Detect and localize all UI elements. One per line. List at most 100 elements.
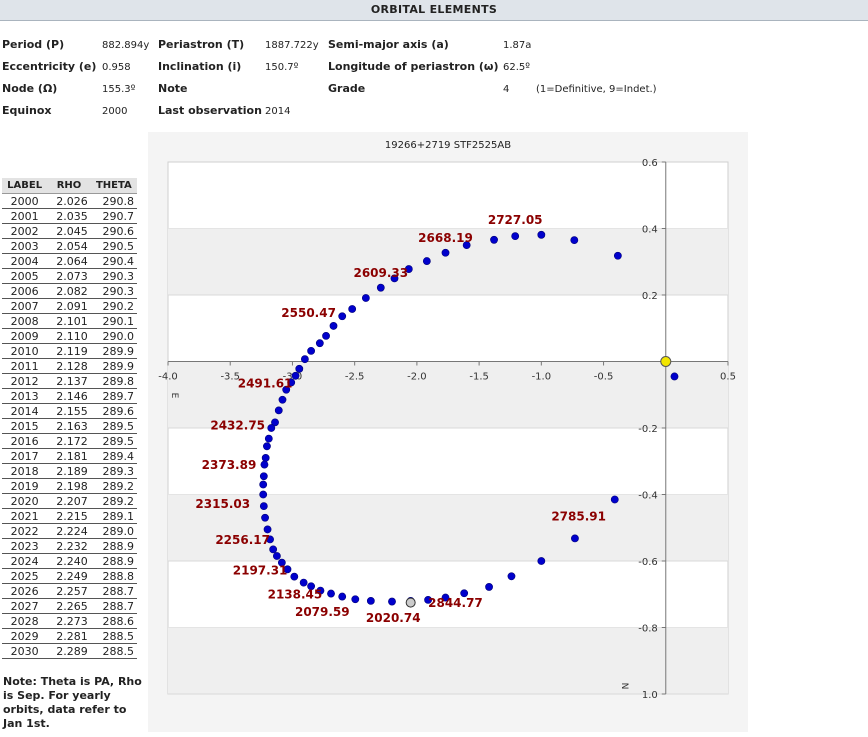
y-tick-label: 0.2 <box>642 291 658 302</box>
table-row: 2007 2.091 290.2 <box>2 298 137 314</box>
orbit-point <box>307 582 316 591</box>
row-theta-cell: 288.5 <box>90 643 137 659</box>
row-rho-cell: 2.064 <box>47 253 91 269</box>
row-theta-cell: 289.5 <box>90 418 137 434</box>
orbit-point <box>511 232 520 241</box>
row-theta-cell: 288.9 <box>90 538 137 554</box>
table-row: 2023 2.232 288.9 <box>2 538 137 554</box>
row-theta-cell: 289.1 <box>90 508 137 524</box>
table-row: 2005 2.073 290.3 <box>2 268 137 284</box>
orbit-point <box>613 251 622 260</box>
table-header-row: LABEL RHO THETA <box>2 178 137 194</box>
row-rho-cell: 2.026 <box>47 193 91 209</box>
orbit-point <box>300 355 309 364</box>
row-theta-cell: 290.0 <box>90 328 137 344</box>
orbit-point <box>570 236 579 245</box>
row-label-cell: 2020 <box>2 493 48 509</box>
y-axis-letter: N <box>619 683 629 690</box>
grid-band <box>168 228 728 295</box>
row-theta-cell: 290.2 <box>90 298 137 314</box>
row-rho-cell: 2.101 <box>47 313 91 329</box>
row-theta-cell: 290.3 <box>90 283 137 299</box>
epoch-label: 2609.33 <box>353 266 408 280</box>
orbit-point <box>537 230 546 239</box>
table-row: 2011 2.128 289.9 <box>2 358 137 374</box>
periastron-longitude-value: 62.5º <box>503 62 530 73</box>
row-label-cell: 2025 <box>2 568 48 584</box>
period-value: 882.894y <box>102 40 150 51</box>
orbit-point <box>274 406 283 415</box>
equinox-value: 2000 <box>102 106 128 117</box>
epoch-label: 2020.74 <box>366 611 421 625</box>
row-label-cell: 2016 <box>2 433 48 449</box>
row-theta-cell: 290.4 <box>90 253 137 269</box>
orbit-point <box>263 442 271 451</box>
row-rho-cell: 2.289 <box>47 643 91 659</box>
header-bar: ORBITAL ELEMENTS <box>0 0 868 21</box>
row-label-cell: 2011 <box>2 358 48 374</box>
orbit-point <box>291 371 300 380</box>
row-rho-cell: 2.110 <box>47 328 91 344</box>
grid-band <box>168 627 728 694</box>
row-rho-cell: 2.091 <box>47 298 91 314</box>
epoch-label: 2079.59 <box>295 605 350 619</box>
row-label-cell: 2002 <box>2 223 48 239</box>
row-theta-cell: 289.4 <box>90 448 137 464</box>
row-rho-cell: 2.257 <box>47 583 91 599</box>
orbit-point <box>424 596 432 604</box>
epoch-label: 2256.17 <box>215 533 270 547</box>
orbit-point <box>295 364 304 373</box>
epoch-label: 2844.77 <box>428 596 483 610</box>
primary-star-marker <box>660 356 672 367</box>
row-theta-cell: 289.7 <box>90 388 137 404</box>
row-label-cell: 2012 <box>2 373 48 389</box>
orbit-point <box>259 490 268 499</box>
table-row: 2010 2.119 289.9 <box>2 343 137 359</box>
period-label: Period (P) <box>2 38 65 51</box>
row-theta-cell: 289.3 <box>90 463 137 479</box>
orbit-point <box>260 460 269 469</box>
eccentricity-label: Eccentricity (e) <box>2 60 97 73</box>
y-tick-label: 0.4 <box>642 225 658 236</box>
table-row: 2029 2.281 288.5 <box>2 628 137 644</box>
epoch-label: 2432.75 <box>210 418 265 432</box>
grade-label: Grade <box>328 82 366 95</box>
x-tick-label: -1.0 <box>532 372 552 383</box>
orbit-point <box>329 322 338 330</box>
orbit-points <box>259 230 679 606</box>
row-theta-cell: 290.5 <box>90 238 137 254</box>
row-label-cell: 2009 <box>2 328 48 344</box>
row-rho-cell: 2.172 <box>47 433 91 449</box>
row-theta-cell: 288.7 <box>90 583 137 599</box>
orbit-point <box>441 593 450 602</box>
table-row: 2004 2.064 290.4 <box>2 253 137 269</box>
table-row: 2018 2.189 289.3 <box>2 463 137 479</box>
table-row: 2030 2.289 288.5 <box>2 643 137 659</box>
row-rho-cell: 2.281 <box>47 628 91 644</box>
epoch-label: 2785.91 <box>551 509 606 523</box>
row-theta-cell: 288.5 <box>90 628 137 644</box>
orbit-point <box>422 257 431 265</box>
eccentricity-value: 0.958 <box>102 62 131 73</box>
row-rho-cell: 2.119 <box>47 343 91 359</box>
orbit-point <box>537 557 546 565</box>
table-row: 2001 2.035 290.7 <box>2 208 137 224</box>
orbit-point <box>271 418 279 427</box>
grid-band <box>168 494 728 561</box>
orbit-point <box>338 312 347 321</box>
row-theta-cell: 288.8 <box>90 568 137 584</box>
row-theta-cell: 288.6 <box>90 613 137 629</box>
orbit-point <box>299 578 308 587</box>
row-label-cell: 2014 <box>2 403 48 419</box>
row-label-cell: 2000 <box>2 193 48 209</box>
row-rho-cell: 2.198 <box>47 478 91 494</box>
row-theta-cell: 290.3 <box>90 268 137 284</box>
row-theta-cell: 289.5 <box>90 433 137 449</box>
orbit-point <box>277 558 286 567</box>
row-rho-cell: 2.181 <box>47 448 91 464</box>
orbit-point <box>390 274 399 283</box>
table-row: 2020 2.207 289.2 <box>2 493 137 509</box>
row-rho-cell: 2.146 <box>47 388 91 404</box>
x-tick-label: -3.5 <box>220 372 240 383</box>
periastron-longitude-label: Longitude of periastron (ω) <box>328 60 499 73</box>
